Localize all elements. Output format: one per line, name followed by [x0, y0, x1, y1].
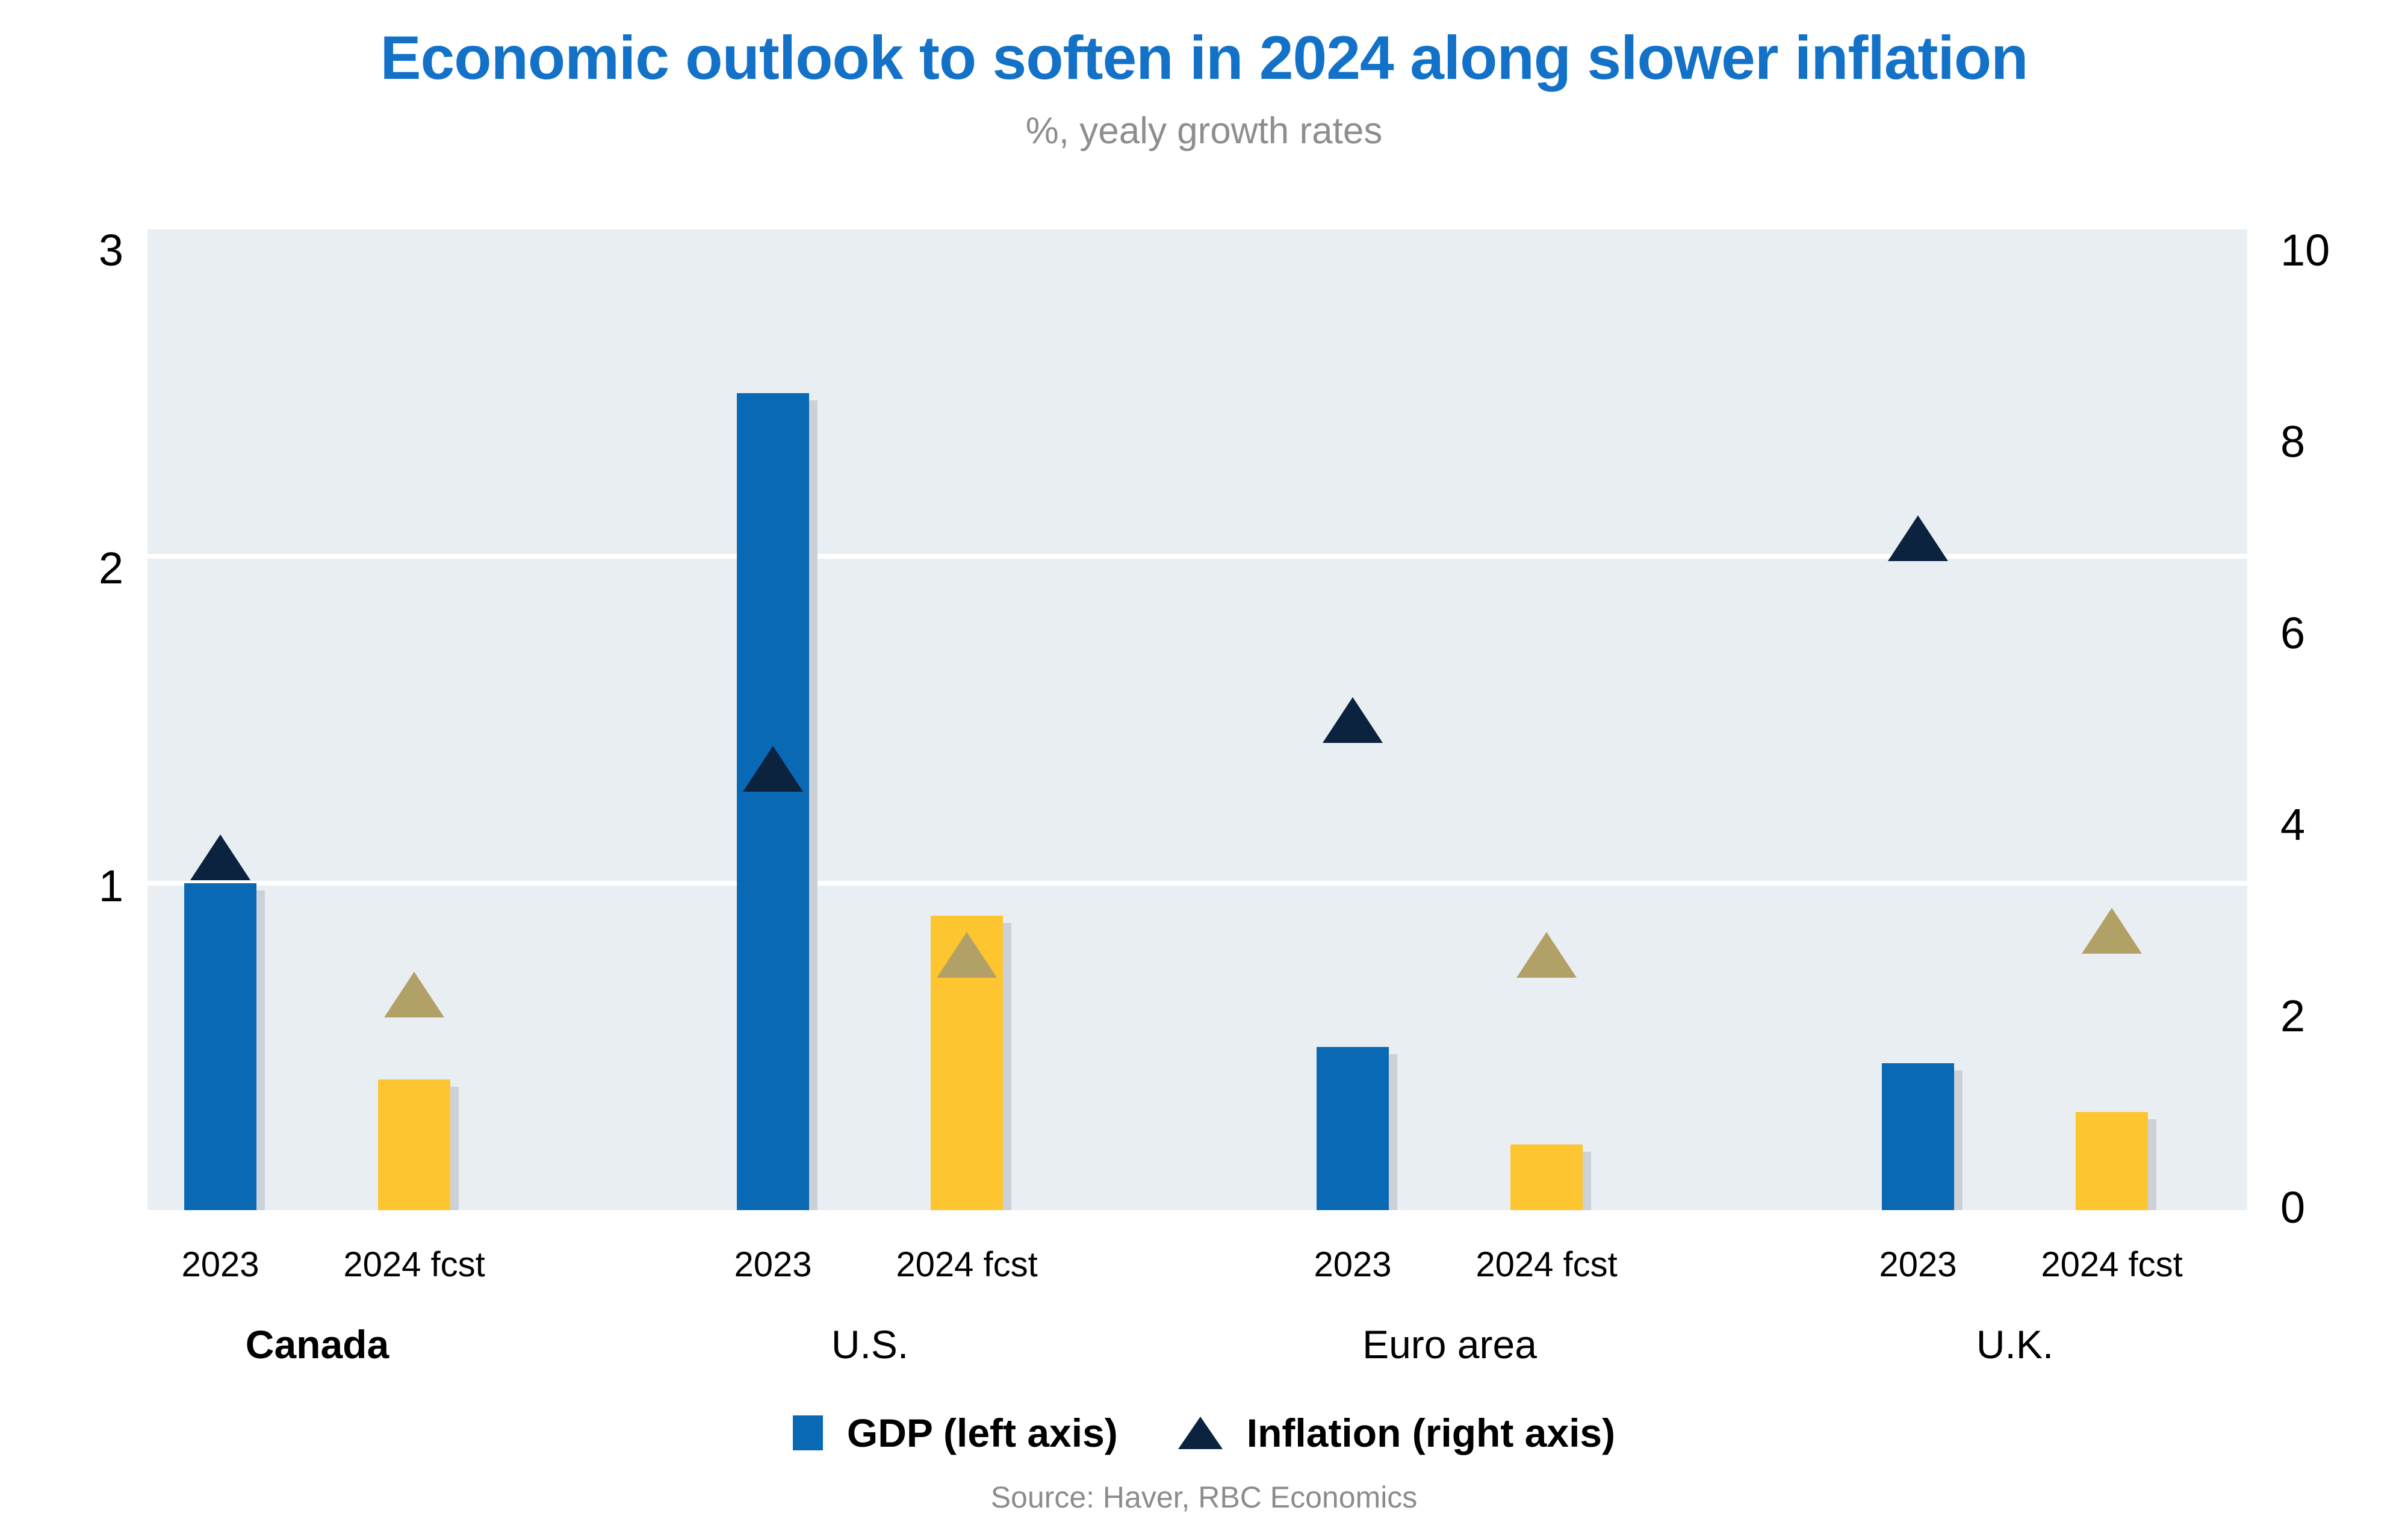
x-tick-u-s-2024-fcst: 2024 fcst: [896, 1245, 1038, 1284]
legend-inflation-label: Inflation (right axis): [1246, 1411, 1616, 1455]
right-axis-tick-8: 8: [2280, 417, 2306, 467]
source-text: Source: Haver, RBC Economics: [990, 1480, 1418, 1514]
x-tick-canada-2024-fcst: 2024 fcst: [343, 1245, 485, 1284]
group-label-u-s: U.S.: [831, 1322, 909, 1367]
right-axis-tick-4: 4: [2280, 800, 2306, 849]
gdp-bar-u-s-2023: [737, 393, 809, 1210]
right-axis-tick-0: 0: [2280, 1182, 2306, 1232]
inflation-triangle-euro-area-2023: [1323, 697, 1383, 743]
x-tick-u-s-2023: 2023: [734, 1245, 812, 1284]
right-axis-tick-2: 2: [2280, 991, 2306, 1041]
left-axis-tick-2: 2: [98, 543, 123, 593]
gdp-bar-canada-2023: [184, 883, 256, 1210]
group-label-u-k: U.K.: [1976, 1322, 2054, 1367]
x-tick-u-k-2024-fcst: 2024 fcst: [2041, 1245, 2183, 1284]
right-axis-tick-6: 6: [2280, 608, 2306, 658]
group-label-canada: Canada: [245, 1322, 389, 1367]
inflation-triangle-u-s-2023: [743, 745, 803, 792]
legend-gdp-label: GDP (left axis): [846, 1411, 1118, 1455]
x-tick-canada-2023: 2023: [181, 1245, 259, 1284]
gdp-bar-u-k-2024-fcst: [2076, 1112, 2148, 1210]
gdp-bar-canada-2024-fcst: [378, 1079, 450, 1210]
legend: GDP (left axis) Inflation (right axis): [0, 1403, 2408, 1463]
inflation-triangle-canada-2024-fcst: [384, 971, 444, 1017]
chart-title: Economic outlook to soften in 2024 along…: [380, 23, 2029, 92]
group-label-euro-area: Euro area: [1362, 1322, 1537, 1367]
x-tick-euro-area-2024-fcst: 2024 fcst: [1476, 1245, 1618, 1284]
left-axis-tick-3: 3: [98, 225, 123, 275]
inflation-triangle-u-k-2023: [1888, 515, 1948, 562]
chart-subtitle: %, yealy growth rates: [1025, 110, 1383, 152]
left-axis-tick-1: 1: [98, 861, 123, 911]
inflation-triangle-u-k-2024-fcst: [2082, 907, 2142, 954]
x-tick-euro-area-2023: 2023: [1314, 1245, 1392, 1284]
legend-gdp-swatch-icon: [792, 1415, 823, 1450]
right-axis-tick-10: 10: [2280, 225, 2330, 275]
x-tick-u-k-2023: 2023: [1879, 1245, 1957, 1284]
inflation-triangle-euro-area-2024-fcst: [1516, 932, 1577, 978]
inflation-triangle-canada-2023: [190, 834, 250, 880]
legend-inflation-triangle-icon: [1178, 1417, 1223, 1449]
plot-area: [147, 229, 2247, 1210]
gdp-bar-u-k-2023: [1882, 1063, 1954, 1210]
inflation-triangle-u-s-2024-fcst: [937, 932, 997, 978]
gdp-bar-euro-area-2024-fcst: [1510, 1144, 1583, 1210]
gdp-bar-euro-area-2023: [1317, 1046, 1389, 1210]
